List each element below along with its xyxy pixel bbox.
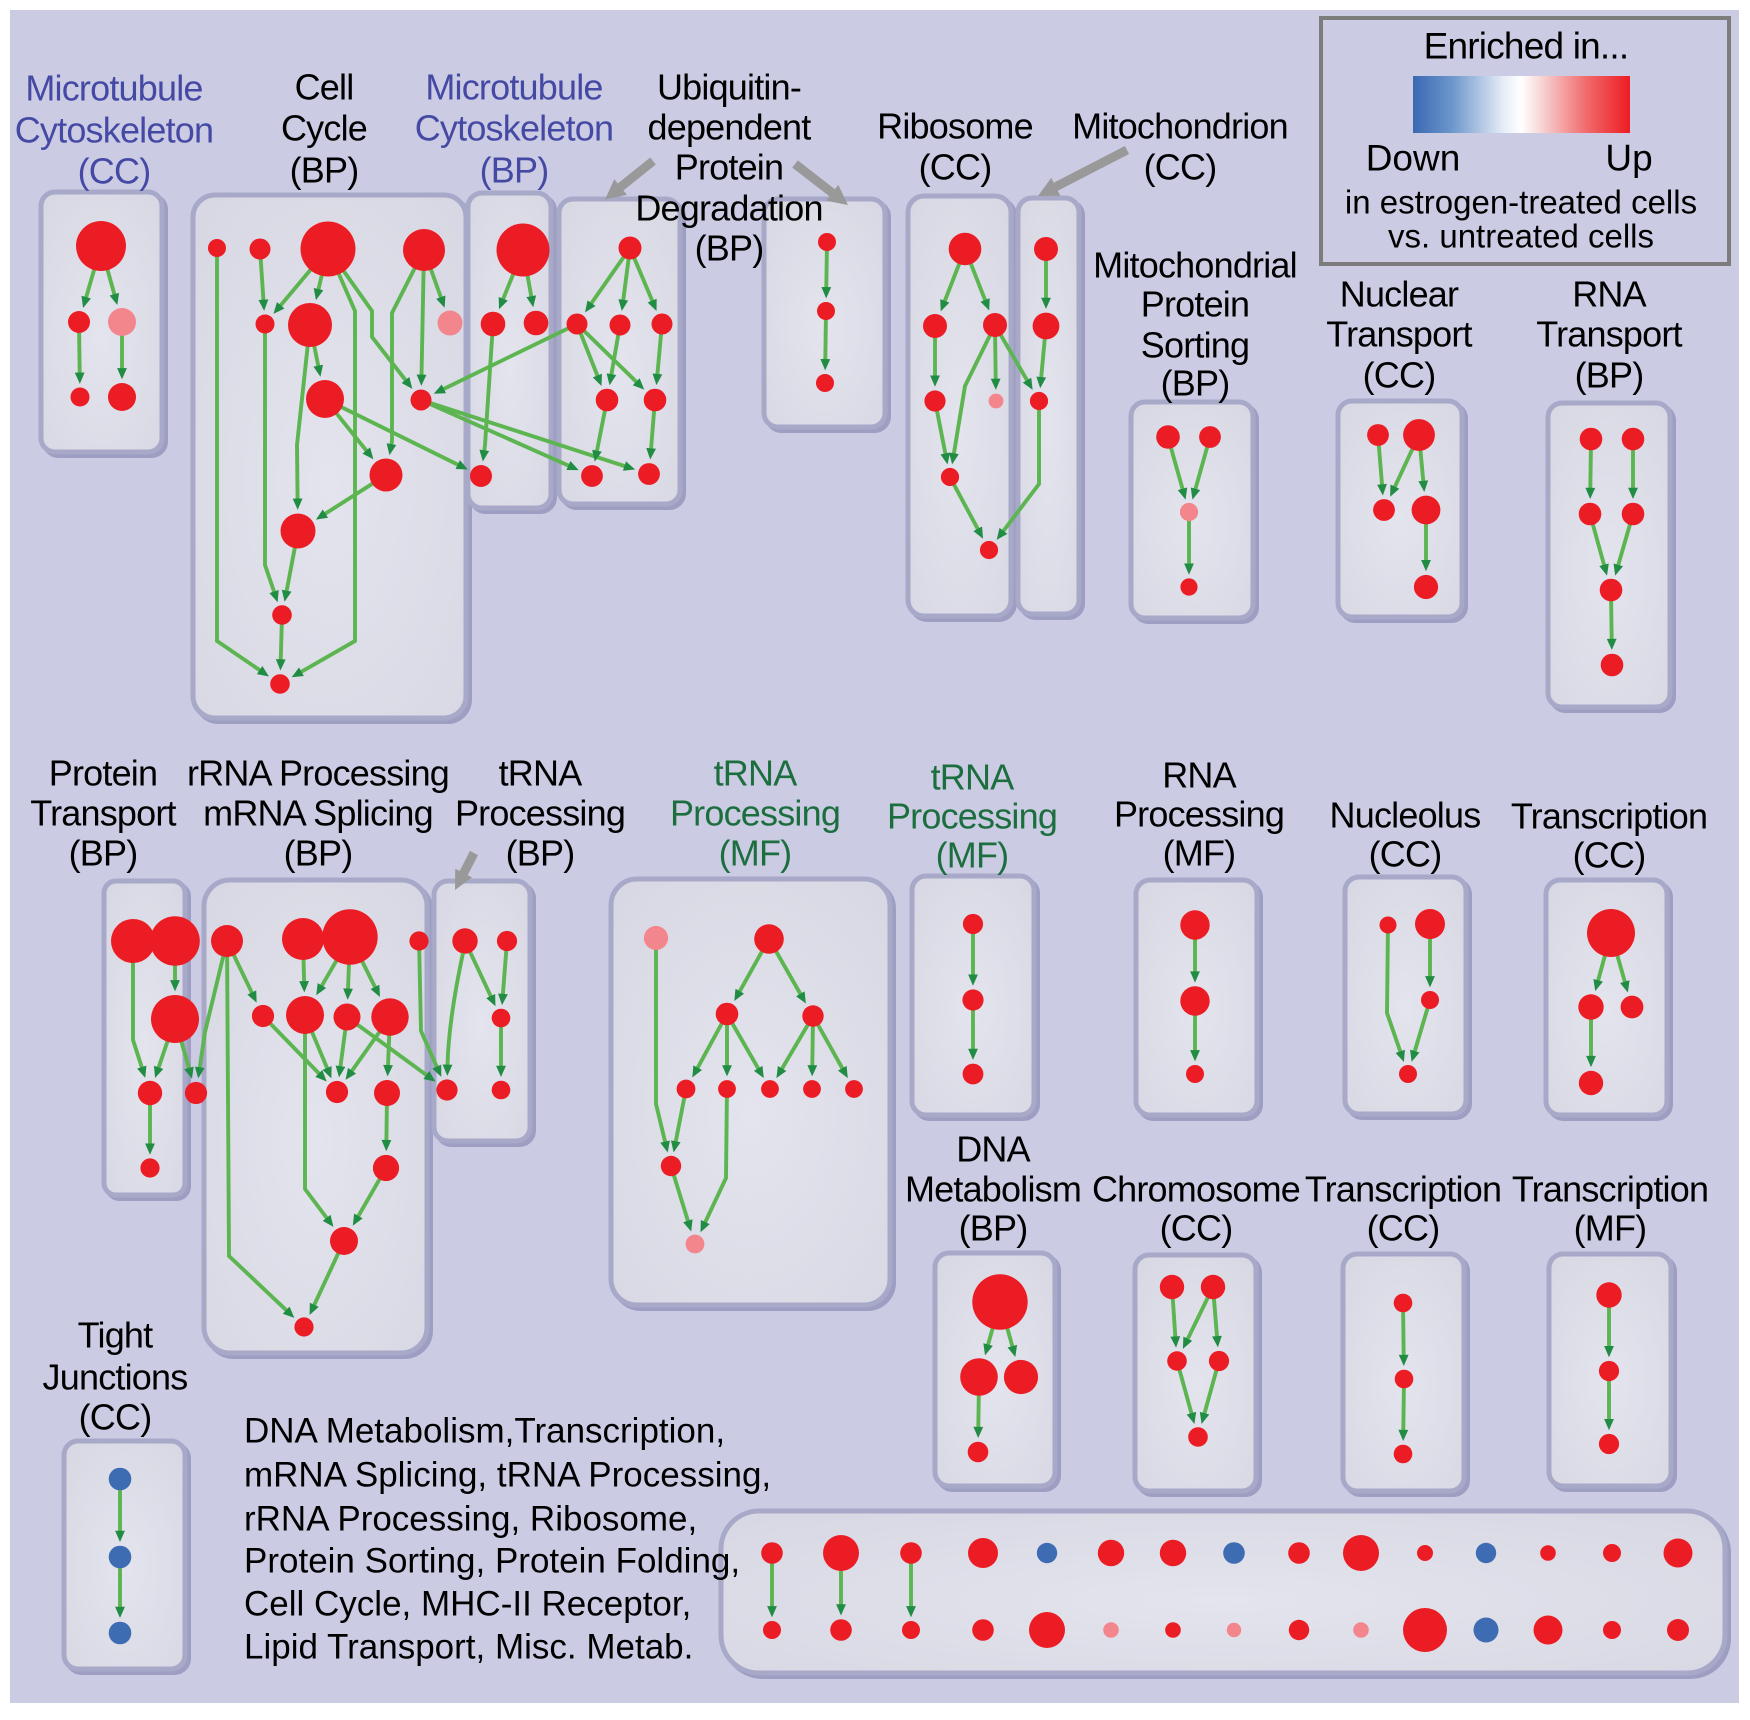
svg-text:(CC): (CC) bbox=[78, 151, 151, 192]
svg-text:rRNA Processing: rRNA Processing bbox=[187, 753, 449, 794]
svg-text:Chromosome: Chromosome bbox=[1092, 1169, 1300, 1210]
svg-text:Transcription: Transcription bbox=[1511, 796, 1707, 837]
svg-text:(CC): (CC) bbox=[1367, 1208, 1440, 1249]
svg-text:Mitochondrion: Mitochondrion bbox=[1072, 106, 1288, 147]
svg-text:Nuclear: Nuclear bbox=[1340, 274, 1459, 315]
svg-text:Cytoskeleton: Cytoskeleton bbox=[15, 110, 214, 151]
svg-text:Ribosome: Ribosome bbox=[877, 106, 1033, 147]
svg-text:(BP): (BP) bbox=[695, 228, 764, 269]
svg-text:Sorting: Sorting bbox=[1141, 325, 1249, 366]
svg-text:(BP): (BP) bbox=[1575, 355, 1644, 396]
svg-text:Transport: Transport bbox=[1536, 314, 1682, 355]
svg-text:Transport: Transport bbox=[30, 793, 176, 834]
svg-text:Cell Cycle, MHC-II Receptor,: Cell Cycle, MHC-II Receptor, bbox=[244, 1585, 691, 1624]
svg-text:(BP): (BP) bbox=[959, 1208, 1028, 1249]
svg-text:(BP): (BP) bbox=[506, 833, 575, 874]
svg-text:Processing: Processing bbox=[1114, 794, 1284, 835]
svg-text:Processing: Processing bbox=[670, 793, 840, 834]
svg-text:Microtubule: Microtubule bbox=[425, 67, 602, 108]
svg-text:tRNA: tRNA bbox=[714, 753, 798, 794]
svg-text:Cell: Cell bbox=[295, 67, 354, 108]
svg-text:Enriched in...: Enriched in... bbox=[1424, 26, 1629, 67]
svg-text:(BP): (BP) bbox=[480, 150, 549, 191]
svg-text:(CC): (CC) bbox=[79, 1397, 152, 1438]
svg-text:rRNA Processing, Ribosome,: rRNA Processing, Ribosome, bbox=[244, 1500, 697, 1539]
svg-text:Processing: Processing bbox=[887, 796, 1057, 837]
svg-text:tRNA: tRNA bbox=[931, 757, 1015, 798]
svg-text:Transcription: Transcription bbox=[1512, 1169, 1708, 1210]
svg-text:Tight: Tight bbox=[78, 1315, 153, 1356]
svg-text:Transport: Transport bbox=[1326, 314, 1472, 355]
svg-text:RNA: RNA bbox=[1162, 755, 1236, 796]
svg-text:Down: Down bbox=[1366, 138, 1461, 179]
svg-text:(CC): (CC) bbox=[1160, 1208, 1233, 1249]
svg-text:(BP): (BP) bbox=[1161, 363, 1230, 404]
svg-text:Protein: Protein bbox=[1141, 284, 1249, 325]
svg-text:in estrogen-treated cells: in estrogen-treated cells bbox=[1345, 184, 1697, 221]
svg-text:Ubiquitin-: Ubiquitin- bbox=[657, 67, 801, 108]
svg-text:dependent: dependent bbox=[648, 107, 812, 148]
svg-text:mRNA Splicing, tRNA Processing: mRNA Splicing, tRNA Processing, bbox=[244, 1456, 771, 1495]
svg-text:Lipid Transport, Misc. Metab.: Lipid Transport, Misc. Metab. bbox=[244, 1628, 693, 1667]
svg-text:vs. untreated cells: vs. untreated cells bbox=[1388, 218, 1654, 255]
svg-text:(BP): (BP) bbox=[69, 833, 138, 874]
svg-text:Cytoskeleton: Cytoskeleton bbox=[415, 108, 614, 149]
svg-text:Mitochondrial: Mitochondrial bbox=[1093, 245, 1297, 286]
svg-text:Processing: Processing bbox=[455, 793, 625, 834]
svg-text:DNA: DNA bbox=[956, 1129, 1030, 1170]
svg-text:(BP): (BP) bbox=[284, 833, 353, 874]
svg-text:(MF): (MF) bbox=[1574, 1208, 1647, 1249]
svg-text:Up: Up bbox=[1605, 138, 1652, 179]
svg-text:DNA Metabolism,Transcription,: DNA Metabolism,Transcription, bbox=[244, 1412, 725, 1451]
svg-text:(CC): (CC) bbox=[1369, 834, 1442, 875]
svg-text:Transcription: Transcription bbox=[1305, 1169, 1501, 1210]
svg-text:(MF): (MF) bbox=[936, 835, 1009, 876]
svg-text:mRNA Splicing: mRNA Splicing bbox=[203, 793, 433, 834]
svg-text:Metabolism: Metabolism bbox=[905, 1169, 1081, 1210]
svg-text:Protein: Protein bbox=[675, 147, 783, 188]
svg-text:(CC): (CC) bbox=[1144, 147, 1217, 188]
svg-text:(MF): (MF) bbox=[1163, 833, 1236, 874]
svg-text:(CC): (CC) bbox=[1363, 355, 1436, 396]
svg-text:Cycle: Cycle bbox=[281, 108, 367, 149]
svg-text:(BP): (BP) bbox=[290, 150, 359, 191]
svg-text:RNA: RNA bbox=[1572, 274, 1646, 315]
svg-text:(MF): (MF) bbox=[719, 833, 792, 874]
svg-text:Degradation: Degradation bbox=[635, 188, 822, 229]
svg-text:Microtubule: Microtubule bbox=[25, 68, 202, 109]
svg-text:tRNA: tRNA bbox=[499, 753, 583, 794]
svg-text:Protein: Protein bbox=[49, 753, 157, 794]
svg-text:(CC): (CC) bbox=[1573, 835, 1646, 876]
svg-text:Protein Sorting, Protein Foldi: Protein Sorting, Protein Folding, bbox=[244, 1542, 740, 1581]
svg-text:Junctions: Junctions bbox=[43, 1357, 188, 1398]
svg-text:Nucleolus: Nucleolus bbox=[1330, 795, 1481, 836]
svg-text:(CC): (CC) bbox=[919, 147, 992, 188]
